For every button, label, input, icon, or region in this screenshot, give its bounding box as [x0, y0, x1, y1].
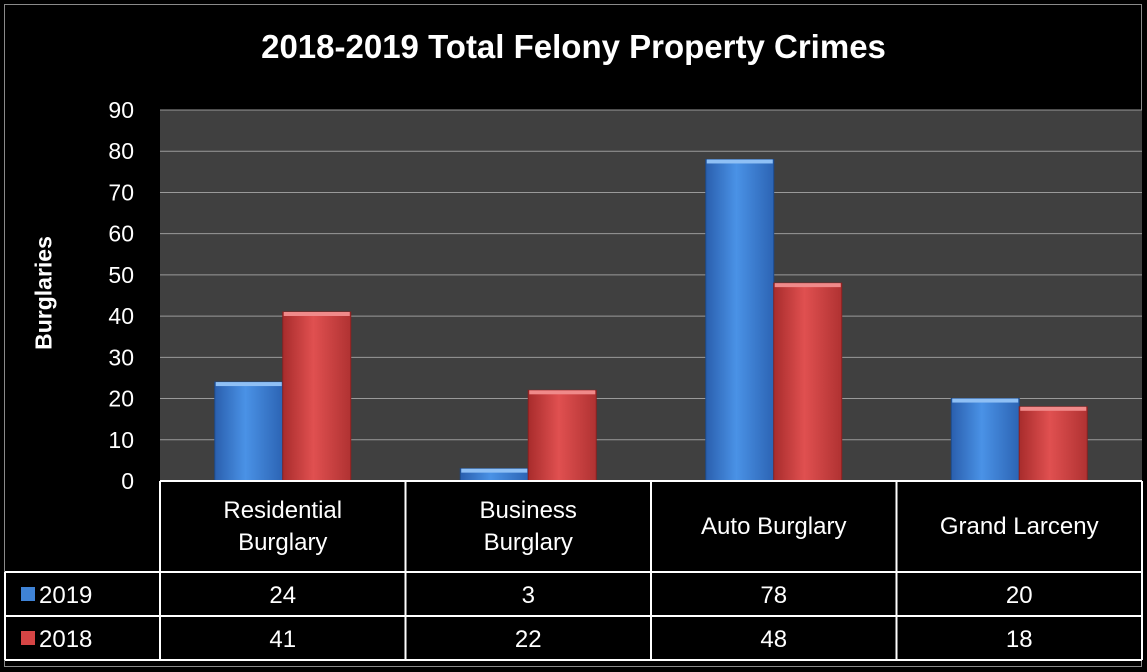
data-label-2019-1: 3	[522, 582, 535, 609]
data-label-2018-3: 18	[1006, 626, 1033, 653]
legend-key-2019	[21, 587, 35, 601]
y-tick-label: 0	[121, 468, 134, 494]
bar-2018-1	[527, 389, 597, 482]
bar-2018-3	[1018, 406, 1088, 482]
y-tick-label: 70	[108, 179, 134, 205]
data-label-2018-2: 48	[760, 626, 787, 653]
y-tick-label: 30	[108, 344, 134, 370]
bar-2019-0	[214, 381, 284, 482]
bar-2019-2	[705, 158, 775, 482]
bar-cap	[215, 382, 282, 387]
bar-cap	[952, 398, 1019, 403]
y-tick-label: 10	[108, 427, 134, 453]
y-tick-label: 90	[108, 97, 134, 123]
data-label-2019-0: 24	[269, 582, 296, 609]
legend-label-2019: 2019	[39, 582, 92, 609]
category-label: Residential	[223, 497, 342, 524]
legend-key-2018	[21, 631, 35, 645]
bar-cap	[283, 311, 350, 316]
category-label: Business	[480, 497, 577, 524]
bar-cap	[529, 390, 596, 395]
y-tick-label: 50	[108, 262, 134, 288]
category-label: Burglary	[484, 529, 573, 556]
legend-label-2018: 2018	[39, 626, 92, 653]
chart-title: 2018-2019 Total Felony Property Crimes	[261, 28, 886, 65]
bar-2018-0	[282, 311, 352, 482]
data-label-2018-1: 22	[515, 626, 542, 653]
category-label: Auto Burglary	[701, 513, 846, 540]
y-tick-label: 60	[108, 221, 134, 247]
y-tick-label: 40	[108, 303, 134, 329]
bar-2018-2	[773, 282, 843, 482]
data-label-2019-3: 20	[1006, 582, 1033, 609]
bar-cap	[774, 283, 841, 288]
category-label: Burglary	[238, 529, 327, 556]
y-tick-label: 20	[108, 386, 134, 412]
data-label-2019-2: 78	[760, 582, 787, 609]
y-tick-label: 80	[108, 138, 134, 164]
category-label: Grand Larceny	[940, 513, 1099, 540]
bar-2019-3	[950, 398, 1020, 482]
data-label-2018-0: 41	[269, 626, 296, 653]
bar-cap	[461, 468, 528, 473]
bar-cap	[706, 159, 773, 164]
bar-cap	[1020, 406, 1087, 411]
